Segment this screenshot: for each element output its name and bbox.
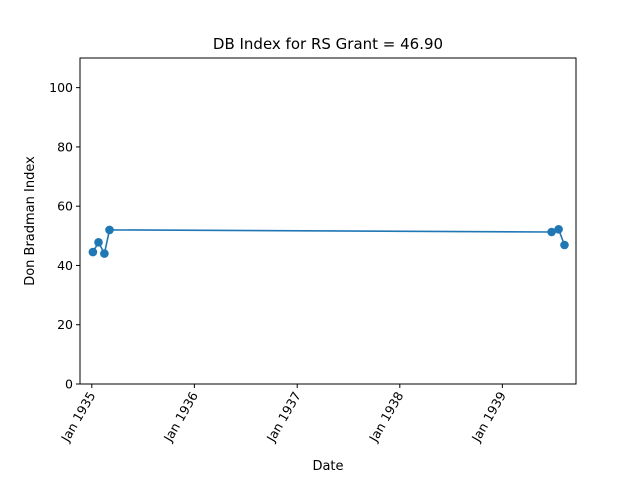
y-tick-label: 0	[65, 377, 73, 392]
y-axis-ticks: 0 20 40 60 80 100	[49, 80, 80, 392]
y-tick-label: 60	[57, 199, 73, 214]
x-tick-label: Jan 1938	[365, 389, 406, 445]
data-point	[560, 240, 569, 250]
x-tick-label: Jan 1937	[263, 389, 304, 445]
y-tick-label: 80	[57, 139, 73, 154]
data-point	[94, 238, 103, 247]
series-line	[92, 228, 566, 256]
data-point	[554, 225, 563, 234]
data-point	[105, 225, 114, 235]
x-tick-label: Jan 1935	[57, 389, 98, 445]
y-tick-label: 100	[49, 80, 73, 95]
data-point	[547, 227, 556, 237]
y-tick-label: 40	[57, 258, 73, 273]
x-tick-label: Jan 1936	[160, 389, 201, 445]
plot-frame	[79, 57, 577, 385]
x-tick-label: Jan 1939	[468, 389, 509, 445]
chart-title: DB Index for RS Grant = 46.90	[213, 35, 443, 53]
y-tick-label: 20	[57, 317, 73, 332]
y-axis-label: Don Bradman Index	[23, 156, 38, 286]
series-layer	[88, 225, 569, 258]
x-axis-label: Date	[312, 459, 343, 474]
data-point	[88, 247, 98, 257]
data-point	[100, 249, 109, 258]
x-axis-ticks: Jan 1935 Jan 1936 Jan 1937 Jan 1938 Jan 1939	[57, 384, 509, 445]
